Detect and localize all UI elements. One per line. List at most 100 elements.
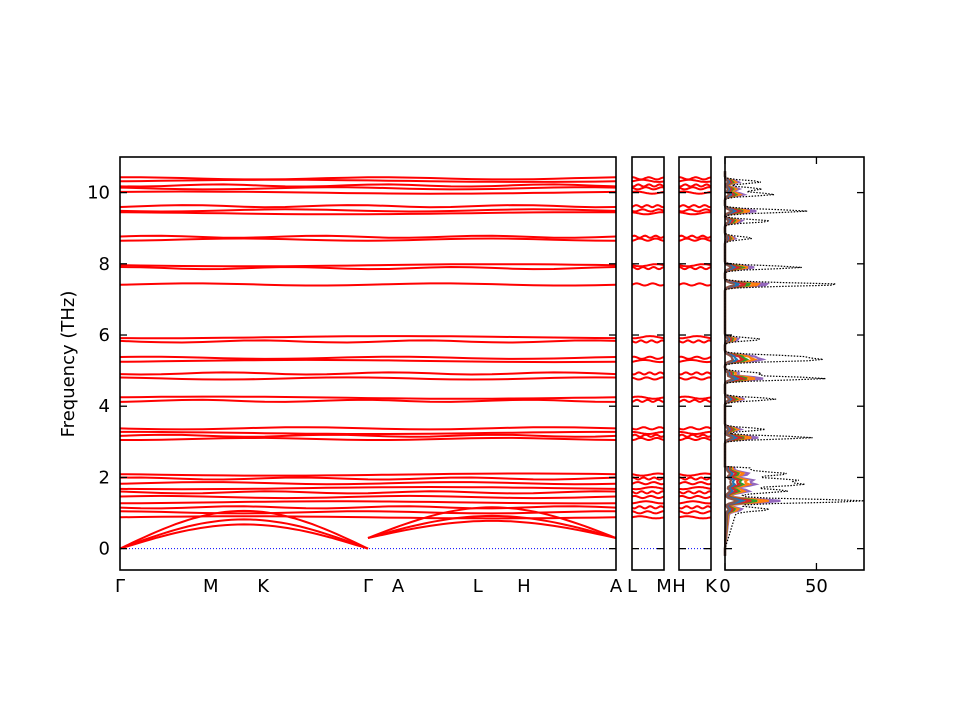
- phonon-band-line: [678, 376, 712, 381]
- phonon-band-line: [631, 183, 665, 188]
- phonon-band-line: [119, 398, 617, 403]
- phonon-band-line: [119, 208, 617, 213]
- phonon-band-line: [631, 376, 665, 381]
- phonon-band-line: [678, 490, 712, 495]
- phonon-band-line: [119, 494, 617, 500]
- phonon-band-line: [631, 335, 665, 340]
- phonon-band-line: [119, 355, 617, 360]
- phonon-band-line: [632, 430, 664, 435]
- phonon-band-line: [678, 282, 712, 287]
- phonon-band-line: [119, 505, 617, 510]
- phonon-band-line: [119, 178, 617, 183]
- panel-frame: [631, 156, 665, 571]
- phonon-band-line: [631, 490, 665, 495]
- phonon-band-line: [631, 282, 665, 287]
- x-tick-label: L: [473, 576, 483, 597]
- phonon-band-line: [678, 500, 712, 505]
- phonon-band-line: [631, 186, 665, 191]
- phonon-band-line: [678, 335, 712, 340]
- phonon-band-line: [632, 436, 665, 441]
- phonon-band-line: [678, 358, 712, 364]
- phonon-band-line: [679, 176, 712, 181]
- phonon-band-line: [119, 190, 617, 195]
- phonon-band-line: [119, 500, 617, 505]
- panel-frame: [119, 156, 617, 571]
- phonon-band-line: [678, 476, 712, 481]
- phonon-band-line: [631, 178, 665, 183]
- phonon-band-line: [120, 436, 617, 441]
- phonon-band-line: [631, 395, 665, 400]
- dos-panel: 0 50: [719, 156, 865, 597]
- phonon-band-line: [678, 183, 712, 188]
- phonon-band-line: [119, 481, 617, 486]
- phonon-band-line: [631, 263, 665, 268]
- phonon-band-line: [678, 355, 712, 360]
- phonon-band-line: [631, 481, 665, 486]
- x-tick-label: K: [705, 576, 718, 597]
- phonon-band-line: [631, 505, 665, 510]
- phonon-band-line: [678, 485, 712, 491]
- x-tick-label: Γ: [115, 576, 125, 597]
- phonon-band-line: [678, 371, 712, 376]
- phonon-band-line: [679, 430, 711, 435]
- phonon-band-line: [678, 398, 712, 403]
- phonon-band-line: [119, 335, 617, 340]
- phonon-band-line: [631, 515, 665, 520]
- phonon-band-line: [119, 371, 617, 376]
- phonon-band-line: [678, 472, 712, 477]
- y-tick-label: 4: [99, 396, 110, 417]
- phonon-band-line: [631, 358, 665, 364]
- phonon-band-line: [631, 237, 665, 242]
- phonon-band-line: [119, 358, 617, 364]
- phonon-band-line: [678, 481, 712, 486]
- phonon-band-line: [678, 211, 711, 216]
- phonon-band-line: [678, 395, 712, 400]
- phonon-band-line: [678, 510, 711, 515]
- y-tick-label: 10: [87, 183, 110, 204]
- phonon-band-line: [119, 234, 617, 239]
- y-tick-label: 2: [99, 467, 110, 488]
- x-tick-label: A: [610, 576, 623, 597]
- phonon-band-line: [678, 237, 712, 242]
- phonon-band-line: [631, 494, 665, 500]
- acoustic-band-line: [367, 514, 617, 539]
- phonon-band-line: [632, 176, 665, 181]
- phonon-band-line: [119, 433, 617, 438]
- x-tick-label: M: [203, 576, 219, 597]
- phonon-band-line: [678, 186, 712, 191]
- phonon-band-line: [631, 476, 665, 481]
- phonon-band-line: [678, 339, 712, 344]
- phonon-band-line: [120, 430, 616, 435]
- phonon-band-line: [119, 263, 617, 268]
- phonon-band-line: [120, 176, 617, 181]
- phonon-band-line: [631, 500, 665, 505]
- phonon-band-line: [631, 339, 665, 344]
- phonon-band-line: [631, 355, 665, 360]
- x-tick-label: A: [392, 576, 405, 597]
- phonon-band-line: [119, 186, 617, 191]
- phonon-band-line: [678, 208, 712, 213]
- phonon-band-line: [631, 371, 665, 376]
- phonon-band-line: [631, 208, 665, 213]
- phonon-band-line: [119, 237, 617, 242]
- phonon-band-line: [678, 433, 712, 438]
- acoustic-band-line: [367, 506, 617, 539]
- y-tick-label: 0: [99, 539, 110, 560]
- acoustic-band-line: [119, 518, 369, 550]
- x-tick-label: L: [627, 576, 637, 597]
- phonon-band-line: [119, 485, 617, 491]
- acoustic-band-line: [119, 523, 369, 550]
- phonon-band-line: [679, 436, 712, 441]
- phonon-band-line: [631, 211, 664, 216]
- phonon-band-line: [631, 265, 665, 271]
- total-dos-curve: [724, 171, 865, 556]
- acoustic-band-line: [367, 519, 617, 539]
- phonon-band-line: [678, 426, 712, 431]
- phonon-band-line: [119, 426, 617, 431]
- phonon-band-line: [631, 204, 665, 209]
- x-tick-label: H: [517, 576, 531, 597]
- phonon-band-line: [119, 211, 616, 216]
- phonon-band-line: [119, 339, 617, 344]
- x-tick-label: M: [656, 576, 672, 597]
